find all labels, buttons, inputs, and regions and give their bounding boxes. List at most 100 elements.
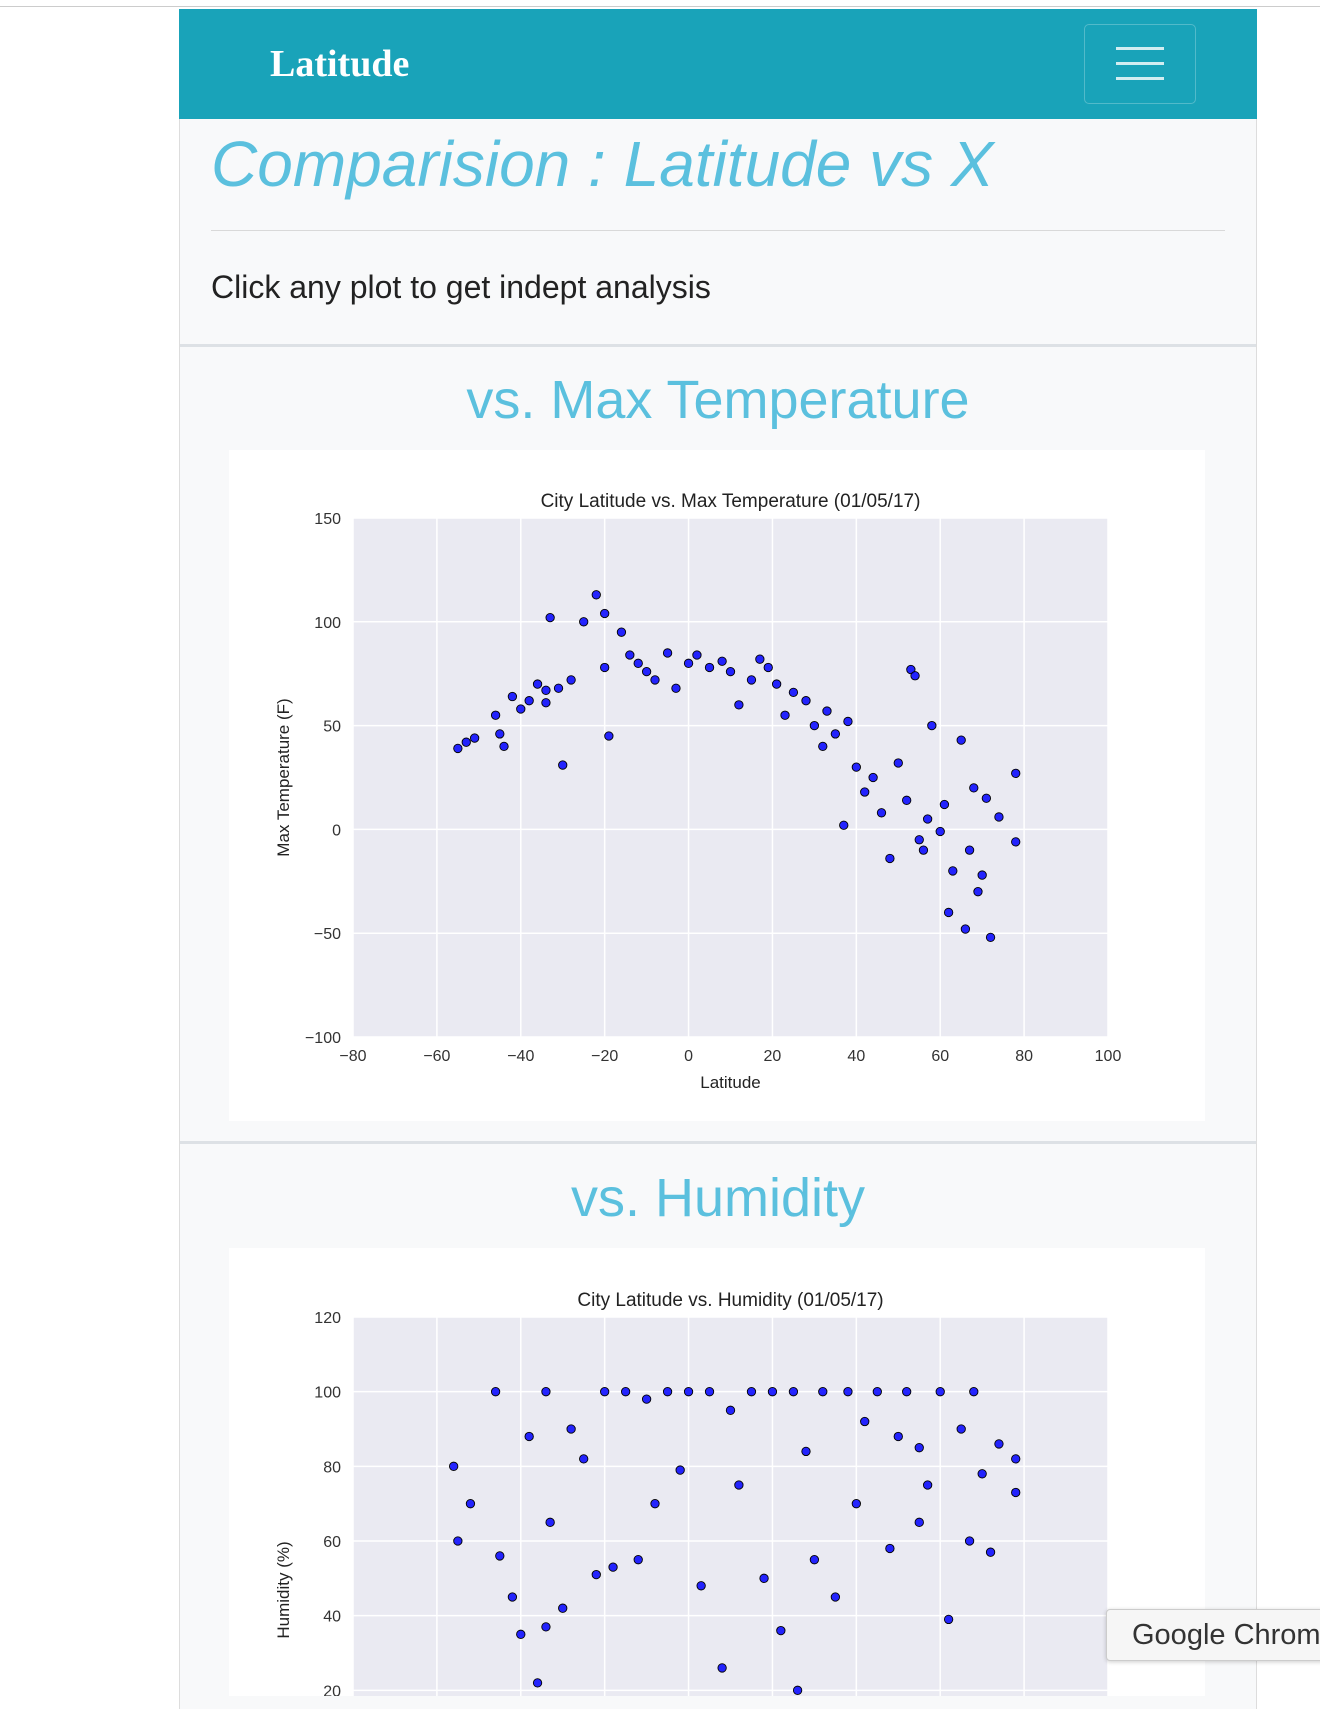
point	[453, 1536, 463, 1546]
point	[633, 658, 643, 668]
point	[939, 799, 950, 810]
y-tick-label: 100	[314, 615, 341, 632]
point	[717, 1663, 727, 1673]
point	[910, 671, 920, 681]
point	[914, 835, 924, 845]
point	[969, 1387, 979, 1397]
point	[860, 1416, 870, 1427]
section-heading[interactable]: vs. Max Temperature	[466, 370, 970, 430]
point	[985, 1547, 996, 1557]
point	[516, 1629, 526, 1639]
point	[922, 814, 933, 824]
section-heading[interactable]: vs. Humidity	[570, 1168, 866, 1228]
point	[453, 743, 463, 754]
plot-area	[353, 518, 1108, 1037]
chart-title: City Latitude vs. Humidity (01/05/17)	[577, 1290, 883, 1311]
point	[579, 617, 589, 627]
point	[943, 907, 954, 918]
divider	[211, 230, 1225, 231]
point	[985, 932, 996, 943]
point	[608, 1562, 618, 1572]
point	[960, 924, 971, 934]
tooltip: Google Chrome	[1106, 1609, 1320, 1661]
point	[843, 1387, 853, 1397]
point	[696, 1581, 706, 1591]
point	[801, 696, 811, 706]
x-tick-label: 40	[847, 1048, 865, 1065]
point	[579, 1454, 589, 1464]
point	[683, 1387, 694, 1397]
point	[461, 737, 471, 747]
point	[507, 1592, 518, 1602]
point	[964, 1536, 975, 1546]
point	[600, 608, 610, 619]
point	[876, 808, 887, 818]
x-tick-label: −60	[423, 1048, 450, 1065]
point	[591, 1569, 601, 1580]
point	[604, 731, 614, 741]
point	[994, 1439, 1004, 1449]
point	[725, 666, 736, 677]
point	[935, 826, 945, 837]
y-axis-label: Max Temperature (F)	[274, 698, 293, 856]
x-tick-label: 60	[931, 1048, 949, 1065]
point	[914, 1517, 924, 1527]
x-tick-label: 20	[764, 1048, 782, 1065]
y-tick-label: 50	[323, 719, 341, 736]
point	[541, 685, 551, 695]
point	[717, 656, 727, 666]
point	[553, 683, 564, 693]
point	[956, 735, 966, 745]
point	[809, 720, 820, 731]
point	[818, 1387, 828, 1397]
chart[interactable]: -80-60-40-2002040608010020406080100120Ci…	[229, 1248, 1205, 1696]
y-tick-label: 0	[332, 822, 341, 839]
point	[465, 1499, 476, 1509]
point	[830, 1592, 841, 1602]
point	[914, 1443, 924, 1453]
point	[1011, 768, 1021, 778]
point	[671, 683, 681, 693]
point	[516, 704, 526, 714]
point	[969, 783, 979, 793]
point	[902, 1387, 912, 1397]
brand[interactable]: Latitude	[270, 43, 410, 85]
x-tick-label: 80	[1015, 1048, 1033, 1065]
point	[704, 1387, 715, 1397]
point	[495, 1551, 505, 1561]
point	[893, 758, 903, 768]
chart[interactable]: −80 −60 −40 −20 0 20 40 60 80 100 −100 −50 0 50 100 150…	[229, 450, 1205, 1121]
point	[788, 687, 799, 698]
x-tick-label: −80	[339, 1048, 366, 1065]
point	[532, 679, 543, 689]
point	[725, 1405, 736, 1415]
point	[977, 1469, 987, 1479]
point	[641, 666, 652, 677]
point	[662, 648, 673, 658]
point	[935, 1387, 945, 1397]
y-tick-label: −100	[305, 1030, 341, 1047]
point	[541, 1622, 551, 1632]
point	[675, 1465, 685, 1475]
point	[683, 658, 694, 668]
point	[541, 1387, 551, 1397]
point	[490, 710, 501, 720]
page-title: Comparision : Latitude vs X	[211, 128, 994, 200]
menu-toggle[interactable]	[1084, 24, 1196, 104]
point	[495, 729, 505, 739]
point	[633, 1555, 643, 1565]
y-tick-label: 80	[323, 1459, 341, 1476]
point	[981, 793, 992, 803]
point	[956, 1424, 966, 1434]
point	[641, 1394, 652, 1404]
point	[973, 887, 983, 897]
section-divider	[180, 344, 1256, 347]
point	[809, 1555, 820, 1565]
point	[591, 590, 601, 600]
point	[566, 1424, 576, 1434]
point	[801, 1446, 811, 1457]
point	[964, 845, 975, 855]
point	[763, 662, 773, 673]
point	[545, 1517, 555, 1527]
